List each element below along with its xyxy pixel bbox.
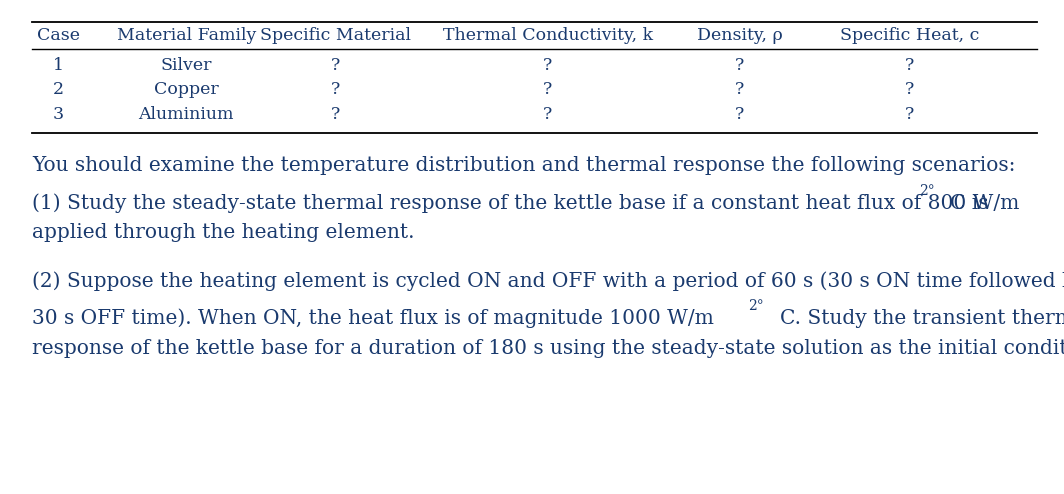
Text: 2°: 2° bbox=[748, 299, 764, 313]
Text: (1) Study the steady-state thermal response of the kettle base if a constant hea: (1) Study the steady-state thermal respo… bbox=[32, 194, 1019, 213]
Text: ?: ? bbox=[331, 82, 339, 98]
Text: Silver: Silver bbox=[161, 57, 212, 74]
Text: ?: ? bbox=[544, 82, 552, 98]
Text: applied through the heating element.: applied through the heating element. bbox=[32, 223, 414, 242]
Text: ?: ? bbox=[905, 82, 914, 98]
Text: Thermal Conductivity, k: Thermal Conductivity, k bbox=[443, 27, 653, 44]
Text: C is: C is bbox=[950, 194, 988, 213]
Text: 30 s OFF time). When ON, the heat flux is of magnitude 1000 W/m: 30 s OFF time). When ON, the heat flux i… bbox=[32, 309, 714, 329]
Text: ?: ? bbox=[735, 106, 744, 123]
Text: Material Family: Material Family bbox=[117, 27, 255, 44]
Text: ?: ? bbox=[331, 106, 339, 123]
Text: Density, ρ: Density, ρ bbox=[697, 27, 782, 44]
Text: Specific Material: Specific Material bbox=[260, 27, 411, 44]
Text: Copper: Copper bbox=[154, 82, 218, 98]
Text: (2) Suppose the heating element is cycled ON and OFF with a period of 60 s (30 s: (2) Suppose the heating element is cycle… bbox=[32, 272, 1064, 291]
Text: Case: Case bbox=[37, 27, 80, 44]
Text: You should examine the temperature distribution and thermal response the followi: You should examine the temperature distr… bbox=[32, 156, 1015, 175]
Text: 3: 3 bbox=[53, 106, 64, 123]
Text: response of the kettle base for a duration of 180 s using the steady-state solut: response of the kettle base for a durati… bbox=[32, 339, 1064, 358]
Text: Aluminium: Aluminium bbox=[138, 106, 234, 123]
Text: ?: ? bbox=[544, 106, 552, 123]
Text: ?: ? bbox=[905, 106, 914, 123]
Text: ?: ? bbox=[735, 57, 744, 74]
Text: Specific Heat, c: Specific Heat, c bbox=[841, 27, 979, 44]
Text: ?: ? bbox=[905, 57, 914, 74]
Text: ?: ? bbox=[735, 82, 744, 98]
Text: ?: ? bbox=[331, 57, 339, 74]
Text: 2: 2 bbox=[53, 82, 64, 98]
Text: C. Study the transient thermal: C. Study the transient thermal bbox=[780, 309, 1064, 328]
Text: ?: ? bbox=[544, 57, 552, 74]
Text: 2°: 2° bbox=[918, 184, 934, 198]
Text: 1: 1 bbox=[53, 57, 64, 74]
